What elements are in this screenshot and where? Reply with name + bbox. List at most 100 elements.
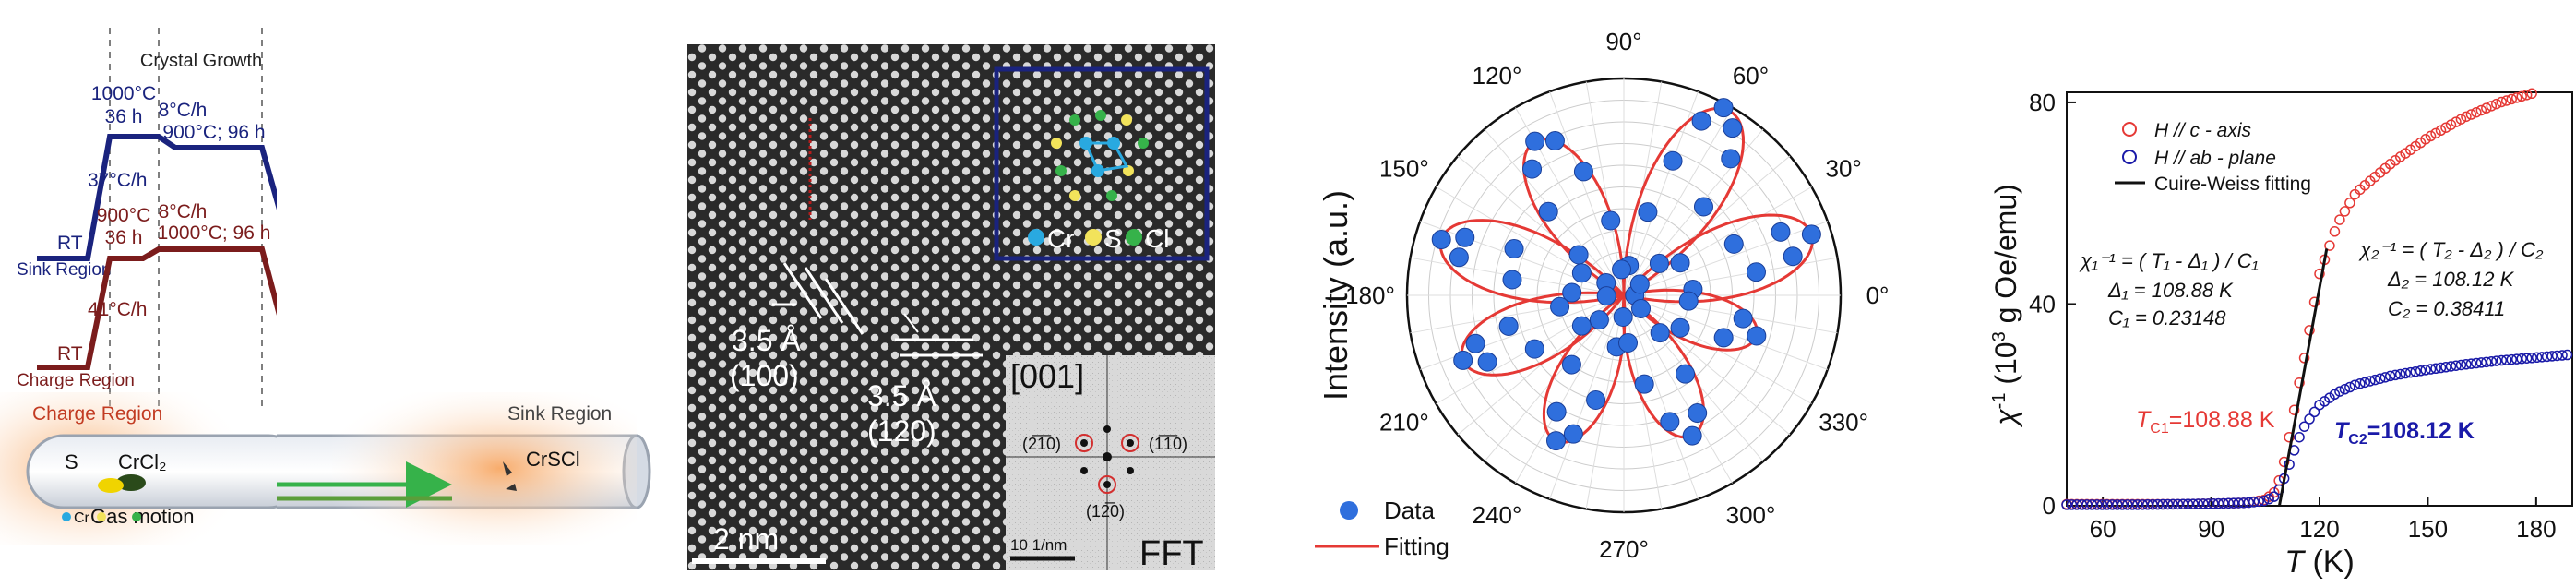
polar-angle-label: 30° xyxy=(1825,155,1861,183)
chi-data-point xyxy=(2496,354,2508,366)
red-hold: 1000°C; 96 h xyxy=(158,222,271,244)
legend-c-marker xyxy=(2122,122,2137,137)
chi-data-point xyxy=(2561,349,2573,361)
blue-rt: RT xyxy=(57,233,83,254)
chi-data-point xyxy=(2127,499,2138,510)
polar-data-point xyxy=(1498,316,1519,336)
chi-data-point xyxy=(2557,350,2568,361)
legend-c-label: H // c - axis xyxy=(2154,120,2252,141)
chi-data-point xyxy=(2208,497,2219,509)
d100-plane: (100) xyxy=(730,359,799,392)
chi-data-point xyxy=(2294,431,2305,443)
legend-data-marker xyxy=(1340,501,1358,520)
chi-data-point xyxy=(2096,499,2108,510)
legend-fit-label: Fitting xyxy=(1384,533,1449,560)
x-axis-label: T (K) xyxy=(2284,545,2355,580)
chi-data-point xyxy=(2253,496,2264,508)
x-tick-label: 120 xyxy=(2299,515,2339,543)
chi-data-point xyxy=(2092,499,2103,510)
polar-data-point xyxy=(1618,333,1639,353)
chi-data-point xyxy=(2481,356,2492,368)
polar-data-point xyxy=(1629,274,1650,294)
polar-grid-spoke xyxy=(1623,221,1828,296)
eq2-c: C₂ = 0.38411 xyxy=(2388,297,2505,320)
y-tick-label: 40 xyxy=(2029,290,2056,317)
d120-plane: (120) xyxy=(867,414,936,448)
polar-data-point xyxy=(1663,150,1683,171)
chi-data-point xyxy=(2359,377,2371,389)
chi-data-point xyxy=(2526,88,2537,100)
chi-data-point xyxy=(2202,498,2214,509)
polar-data-point xyxy=(1465,333,1485,353)
chi-data-point xyxy=(2404,366,2416,378)
chi-data-point xyxy=(2334,214,2345,225)
polar-data-point xyxy=(1612,259,1632,280)
d120-value: 3.5 Å xyxy=(867,379,936,413)
polar-angle-label: 90° xyxy=(1605,28,1641,55)
polar-data-point xyxy=(1455,227,1475,247)
polar-grid-spoke xyxy=(1549,91,1625,296)
blue-top-time: 36 h xyxy=(105,106,143,127)
inset-cr: Cr xyxy=(1047,224,1075,253)
chi-data-point xyxy=(2268,491,2280,502)
polar-grid-spoke xyxy=(1623,107,1733,296)
chi-data-point xyxy=(2137,499,2148,510)
chi-data-point xyxy=(2308,296,2320,308)
polar-data-point xyxy=(1522,159,1543,179)
inset-s-icon xyxy=(1085,229,1102,246)
chi-data-point xyxy=(2481,102,2492,114)
chi-data-point xyxy=(2288,404,2300,415)
polar-data-point xyxy=(1546,401,1567,422)
polar-data-point xyxy=(1660,412,1680,432)
y-tick-label: 0 xyxy=(2043,492,2056,520)
polar-data-point xyxy=(1723,234,1744,254)
chi-data-point xyxy=(2298,421,2310,432)
polar-data-point xyxy=(1563,424,1583,444)
gas-motion-label: Gas motion xyxy=(90,505,195,528)
inset-cl: Cl xyxy=(1145,224,1169,253)
polar-angle-labels: 0° 30° 60° 90° 120° 150° 180° 210° 240° 270° 300° 3… xyxy=(1345,28,1889,563)
fft-label: FFT xyxy=(1139,534,1204,573)
sulfur-source xyxy=(98,478,124,493)
polar-plot: 0° 30° 60° 90° 120° 150° 180° 210° 240° 270° 300° 3… xyxy=(1315,28,1889,563)
chi-data-point xyxy=(2475,357,2487,368)
polar-data-point xyxy=(1713,328,1734,348)
polar-angle-label: 300° xyxy=(1726,501,1776,529)
polar-angle-label: 120° xyxy=(1473,62,1522,90)
polar-data-point xyxy=(1670,317,1690,338)
chi-data-point xyxy=(2551,350,2563,362)
polar-angle-label: 330° xyxy=(1819,409,1868,437)
chi-data-point xyxy=(2248,497,2260,508)
polar-data-point xyxy=(1562,282,1582,303)
chi-data-point xyxy=(2141,499,2153,510)
chi-data-point xyxy=(2071,499,2082,510)
polar-data-point xyxy=(1634,374,1654,394)
polar-grid-spoke xyxy=(1457,155,1625,296)
red-rate-right: 8°C/h xyxy=(159,201,208,222)
fft-inset xyxy=(1006,355,1215,570)
polar-grid-spoke xyxy=(1623,294,1733,484)
legend-ab-label: H // ab - plane xyxy=(2154,148,2276,169)
polar-data-point xyxy=(1649,253,1669,273)
polar-data-point xyxy=(1561,354,1581,375)
chi-data-point xyxy=(2172,498,2184,510)
s-dot-icon xyxy=(97,512,106,521)
chi-data-point xyxy=(2451,360,2462,371)
chi-data-point xyxy=(2440,362,2451,373)
fft-scalebar-label: 10 1/nm xyxy=(1010,536,1067,554)
fft-zone-axis: [001] xyxy=(1010,357,1084,395)
polar-angle-label: 150° xyxy=(1379,155,1429,183)
chi-data-point xyxy=(2390,369,2401,381)
blue-rate-right: 8°C/h xyxy=(159,100,208,121)
chi-data-point xyxy=(2506,353,2517,365)
chi-data-point xyxy=(2106,499,2118,510)
chi-data-point xyxy=(2339,206,2351,217)
chi-data-point xyxy=(2339,384,2351,395)
tube-sink-region: Sink Region xyxy=(507,403,612,425)
chi-data-point xyxy=(2284,431,2295,443)
chi-data-point xyxy=(2177,498,2188,509)
eq1-c: C₁ = 0.23148 xyxy=(2108,306,2226,329)
tube-crcl2-label: CrCl₂ xyxy=(118,450,167,473)
crscl-crystals xyxy=(503,461,517,491)
red-top-time: 36 h xyxy=(105,227,143,248)
